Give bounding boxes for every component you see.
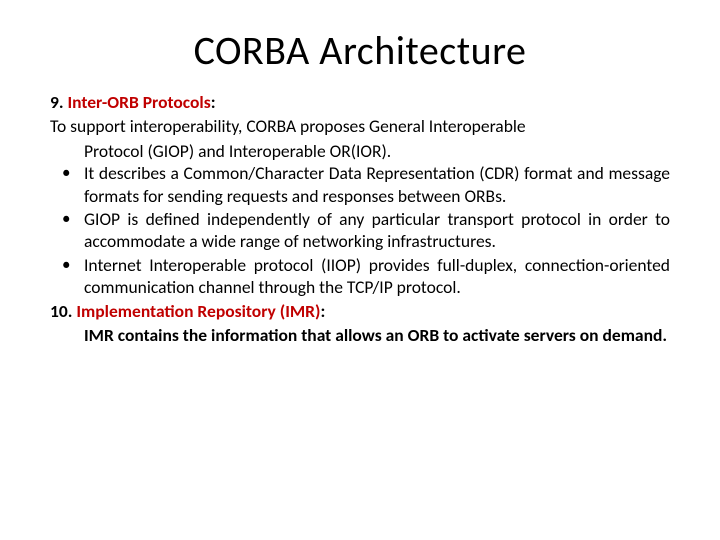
section-10-title: Implementation Repository (IMR) — [76, 300, 320, 322]
section-9-intro-line1: To support interoperability, CORBA propo… — [50, 115, 670, 137]
section-10-heading: 10. Implementation Repository (IMR): — [50, 300, 670, 322]
slide-content: 9. Inter-ORB Protocols: To support inter… — [50, 91, 670, 346]
section-9-colon: : — [211, 91, 216, 113]
section-10-body: IMR contains the information that allows… — [50, 324, 670, 346]
section-9-intro-line2: Protocol (GIOP) and Interoperable OR(IOR… — [50, 140, 670, 162]
slide: CORBA Architecture 9. Inter-ORB Protocol… — [0, 0, 720, 540]
section-9-prefix: 9. — [50, 91, 68, 113]
bullet-item: GIOP is defined independently of any par… — [50, 208, 670, 253]
bullet-item: It describes a Common/Character Data Rep… — [50, 162, 670, 207]
section-9-title: Inter-ORB Protocols — [68, 91, 211, 113]
bullet-item: Internet Interoperable protocol (IIOP) p… — [50, 254, 670, 299]
slide-title: CORBA Architecture — [50, 26, 670, 75]
section-10-colon: : — [320, 300, 325, 322]
section-10-prefix: 10. — [50, 300, 76, 322]
section-9-bullets: It describes a Common/Character Data Rep… — [50, 162, 670, 298]
section-9-heading: 9. Inter-ORB Protocols: — [50, 91, 670, 113]
